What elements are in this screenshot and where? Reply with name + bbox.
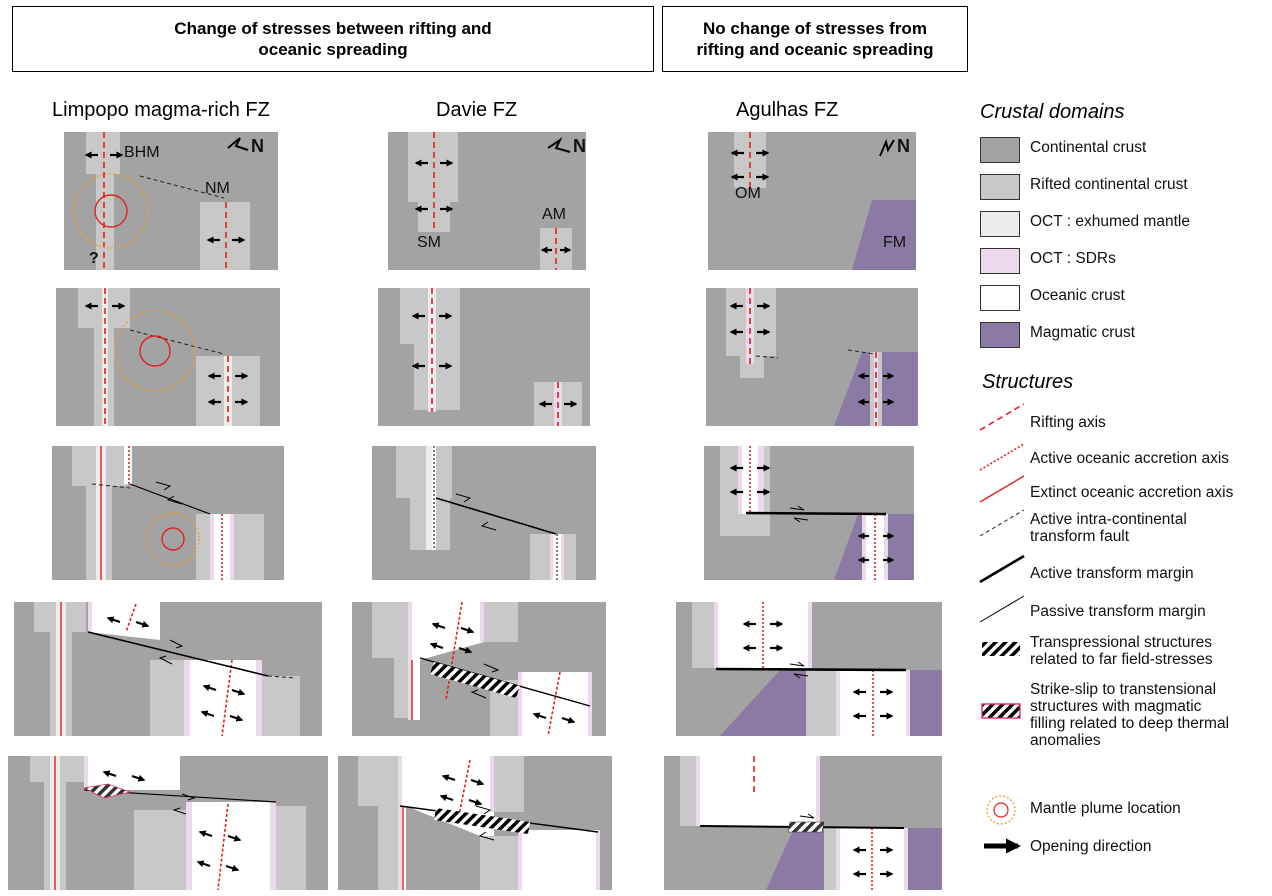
intra-continental-fault-symbol	[979, 509, 1025, 537]
swatch-oceanic-crust	[980, 285, 1020, 311]
legend-structures-title: Structures	[982, 371, 1074, 393]
limpopo-stage-3	[52, 446, 284, 580]
limpopo-stage-4	[14, 602, 322, 737]
column-title-davie: Davie FZ	[436, 99, 518, 121]
legend-active-intra-continental-1: Active intra-continental	[1030, 511, 1187, 528]
legend-mantle-plume-location: Mantle plume location	[1030, 800, 1181, 817]
column-title-limpopo: Limpopo magma-rich FZ	[52, 99, 270, 121]
legend-passive-transform-margin: Passive transform margin	[1030, 603, 1206, 620]
davie-stage-5	[338, 756, 612, 890]
label-question-mark: ?	[89, 250, 99, 267]
north-label-agulhas: N	[897, 136, 910, 156]
agulhas-stage-3	[704, 446, 914, 580]
legend-label: Oceanic crust	[1030, 287, 1125, 304]
legend-label: OCT : SDRs	[1030, 250, 1116, 267]
legend-active-oceanic-accretion-axis: Active oceanic accretion axis	[1030, 450, 1230, 467]
legend-rifted-continental-crust: Rifted continental crust	[980, 174, 1272, 200]
legend-oct-sdrs: OCT : SDRs	[980, 248, 1272, 274]
swatch-magmatic-crust	[980, 322, 1020, 348]
passive-transform-margin-symbol	[979, 595, 1025, 623]
legend-oct-exhumed-mantle: OCT : exhumed mantle	[980, 211, 1272, 237]
rifting-axis-symbol	[979, 403, 1025, 431]
legend-magmatic-crust: Magmatic crust	[980, 322, 1272, 348]
label-om: OM	[735, 185, 761, 202]
legend-label: Continental crust	[1030, 139, 1147, 156]
legend-transpressional-2: related to far field-stresses	[1030, 651, 1213, 668]
davie-stage-2	[378, 288, 590, 426]
legend-opening-direction: Opening direction	[1030, 838, 1152, 855]
legend-strike-slip-2: structures with magmatic	[1030, 698, 1202, 715]
agulhas-stage-2	[706, 288, 918, 426]
davie-stage-1	[388, 132, 586, 270]
legend-strike-slip-4: anomalies	[1030, 732, 1101, 749]
header-change-of-stresses: Change of stresses between rifting and oc…	[12, 6, 654, 72]
swatch-oct-exhumed-mantle	[980, 211, 1020, 237]
label-am: AM	[542, 206, 566, 223]
legend-strike-slip-1: Strike-slip to transtensional	[1030, 681, 1217, 698]
column-title-agulhas: Agulhas FZ	[736, 99, 839, 121]
limpopo-stage-5	[8, 756, 328, 890]
davie-stage-4	[352, 601, 606, 737]
legend-label: OCT : exhumed mantle	[1030, 213, 1190, 230]
legend-label: Rifted continental crust	[1030, 176, 1188, 193]
legend-active-intra-continental-2: transform fault	[1030, 528, 1130, 545]
legend-continental-crust: Continental crust	[980, 137, 1272, 163]
label-sm: SM	[417, 234, 441, 251]
north-label-davie: N	[573, 136, 586, 156]
extinct-accretion-axis-symbol	[979, 475, 1025, 503]
legend-label: Magmatic crust	[1030, 324, 1136, 341]
agulhas-stage-5	[664, 756, 942, 890]
legend-rifting-axis: Rifting axis	[1030, 414, 1106, 431]
agulhas-stage-1	[708, 132, 916, 270]
mantle-plume-symbol	[986, 795, 1016, 825]
legend-oceanic-crust: Oceanic crust	[980, 285, 1272, 311]
header-right-line1: No change of stresses from	[703, 19, 927, 38]
label-bhm: BHM	[124, 144, 160, 161]
active-transform-margin-symbol	[979, 554, 1025, 584]
legend-transpressional-1: Transpressional structures	[1030, 634, 1213, 651]
header-right-line2: rifting and oceanic spreading	[696, 40, 934, 59]
limpopo-stage-1	[64, 132, 278, 270]
strike-slip-symbol	[981, 703, 1021, 719]
header-left-line2: oceanic spreading	[258, 40, 408, 59]
swatch-oct-sdrs	[980, 248, 1020, 274]
label-fm: FM	[883, 234, 907, 251]
transpressional-symbol	[982, 642, 1020, 656]
label-nm: NM	[205, 180, 230, 197]
legend-active-transform-margin: Active transform margin	[1030, 565, 1194, 582]
active-accretion-axis-symbol	[979, 443, 1025, 471]
swatch-rifted-continental-crust	[980, 174, 1020, 200]
header-left-line1: Change of stresses between rifting and	[174, 19, 492, 38]
limpopo-stage-2	[56, 288, 280, 426]
davie-stage-3	[372, 446, 596, 580]
legend-extinct-oceanic-accretion-axis: Extinct oceanic accretion axis	[1030, 484, 1234, 501]
legend-strike-slip-3: filling related to deep thermal	[1030, 715, 1230, 732]
legend-structure-symbols	[979, 403, 1025, 854]
agulhas-stage-4	[676, 602, 942, 736]
legend-crustal-domains-title: Crustal domains	[980, 101, 1125, 123]
header-no-change-of-stresses: No change of stresses from rifting and oc…	[662, 6, 968, 72]
north-label-limpopo: N	[251, 136, 264, 156]
swatch-continental-crust	[980, 137, 1020, 163]
